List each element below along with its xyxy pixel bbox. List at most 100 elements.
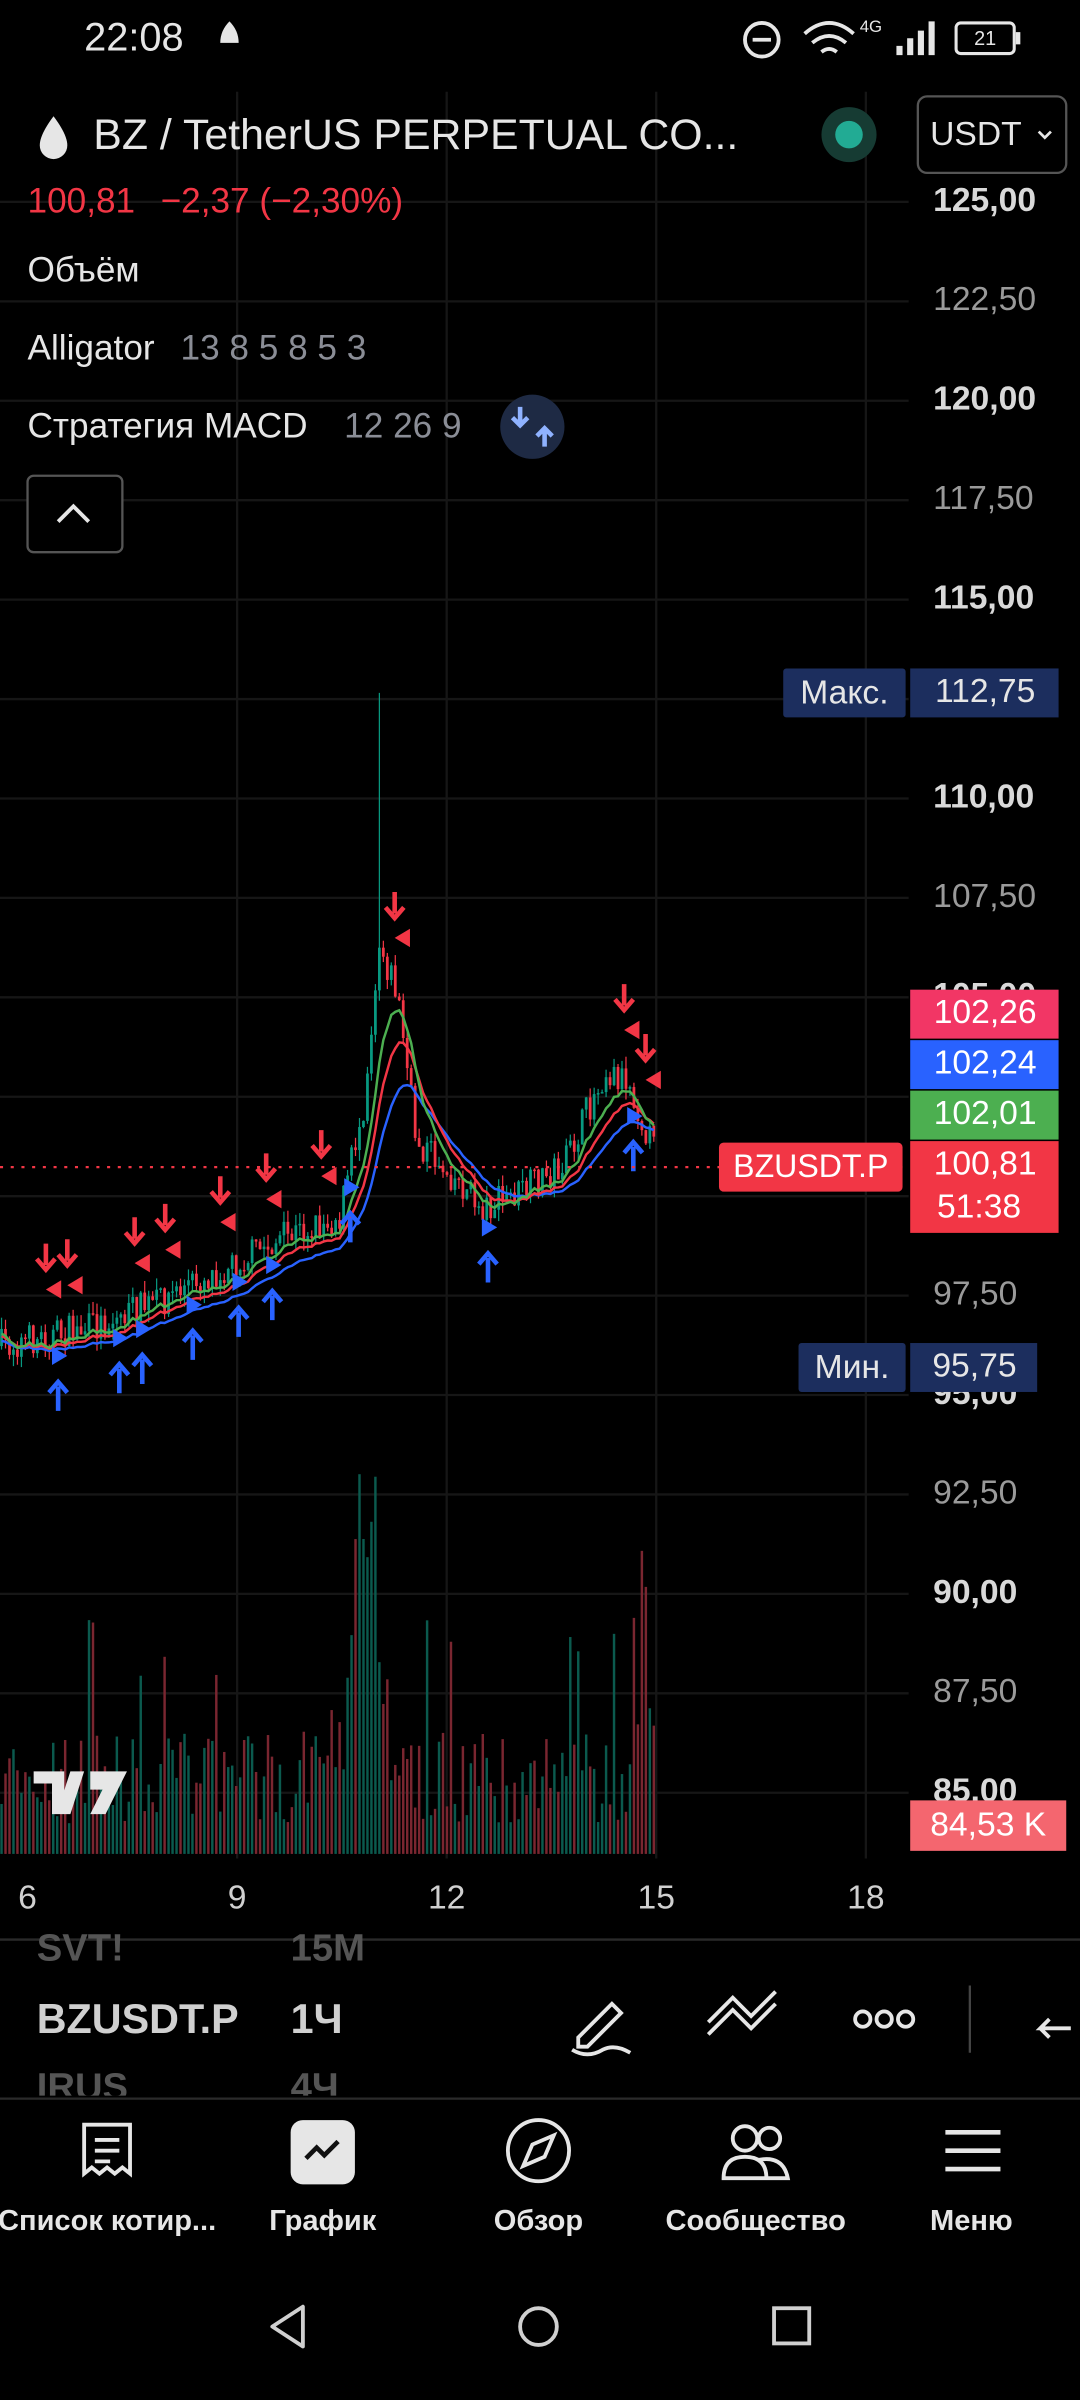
candle-body xyxy=(310,1236,314,1238)
candle-body xyxy=(572,1140,576,1152)
volume-bar xyxy=(99,1786,103,1854)
candle-body xyxy=(143,1292,147,1311)
candle-body xyxy=(218,1280,222,1287)
sell-marker xyxy=(45,1280,62,1299)
volume-bar xyxy=(425,1620,429,1854)
volume-bar xyxy=(4,1773,7,1854)
volume-bar xyxy=(290,1807,294,1854)
volume-bar xyxy=(521,1772,524,1854)
symbol-option[interactable]: IRUS xyxy=(37,2066,128,2109)
draw-tool[interactable] xyxy=(571,2001,632,2057)
indicator-name[interactable]: Объём xyxy=(28,251,140,290)
buy-signal xyxy=(131,1351,154,1385)
price-change: −2,37 (−2,30%) xyxy=(161,182,403,221)
volume-bar xyxy=(55,1816,59,1854)
candle-body xyxy=(91,1313,95,1315)
price-tick-label: 107,50 xyxy=(933,878,1036,915)
candle-body xyxy=(8,1339,11,1355)
last-tag-bg xyxy=(910,1141,1059,1233)
home-button[interactable] xyxy=(518,2306,559,2347)
last-price: 100,81 xyxy=(28,182,136,221)
volume-bar xyxy=(318,1756,321,1854)
volume-bar xyxy=(147,1784,150,1854)
indicator-name[interactable]: Alligator xyxy=(28,329,155,368)
explore-icon[interactable] xyxy=(505,2118,571,2184)
volume-bar xyxy=(298,1760,302,1854)
candle-body xyxy=(389,965,393,980)
price-tag: 102,26 xyxy=(934,994,1037,1031)
candle-body xyxy=(266,1246,270,1250)
candle-body xyxy=(199,1286,202,1293)
candles xyxy=(0,692,656,1368)
candle-body xyxy=(270,1249,274,1254)
recents-button[interactable] xyxy=(772,2306,812,2346)
interval-option[interactable]: 15М xyxy=(291,1926,365,1969)
sell-marker xyxy=(220,1213,236,1232)
candle-body xyxy=(183,1285,186,1296)
volume-bar xyxy=(652,1725,656,1854)
volume-bar xyxy=(67,1823,71,1854)
candle-body xyxy=(342,1185,345,1229)
symbol-option[interactable]: SVT! xyxy=(37,1926,124,1969)
volume-bar xyxy=(115,1736,119,1854)
candle-body xyxy=(318,1215,322,1237)
price-tag: 102,24 xyxy=(934,1045,1037,1082)
volume-bar xyxy=(608,1804,612,1854)
candle-body xyxy=(489,1197,493,1219)
candle-body xyxy=(624,1068,628,1089)
candle-body xyxy=(262,1246,266,1250)
symbol-title[interactable]: BZ / TetherUS PERPETUAL CO... xyxy=(93,111,738,159)
volume-bar xyxy=(91,1622,95,1854)
price-tick-label: 117,50 xyxy=(933,480,1033,517)
volume-bar xyxy=(481,1734,485,1854)
watchlist-icon[interactable] xyxy=(82,2122,132,2178)
buy-signal xyxy=(108,1360,131,1394)
candle-body xyxy=(258,1241,262,1250)
candle-body xyxy=(477,1206,481,1208)
symbol-selected[interactable]: BZUSDT.P xyxy=(37,1996,239,2042)
interval-selected[interactable]: 1Ч xyxy=(291,1996,343,2042)
currency-label[interactable]: USDT xyxy=(930,116,1022,153)
volume-bar xyxy=(195,1782,198,1854)
currency-button[interactable] xyxy=(916,95,1068,174)
volume-bar xyxy=(417,1745,421,1854)
back-button[interactable] xyxy=(270,2304,305,2349)
volume-bar xyxy=(36,1797,39,1854)
interval-option[interactable]: 4Ч xyxy=(291,2066,339,2109)
buy-marker xyxy=(52,1346,68,1366)
candle-body xyxy=(541,1168,544,1196)
volume-bar xyxy=(119,1775,123,1854)
volume-bar xyxy=(612,1633,616,1854)
candle-body xyxy=(123,1314,127,1324)
candle-body xyxy=(457,1178,461,1180)
volume-bar xyxy=(378,1662,381,1854)
more-button[interactable] xyxy=(853,2009,916,2029)
community-icon[interactable] xyxy=(721,2124,791,2181)
menu-icon[interactable] xyxy=(945,2130,1001,2172)
volume-bar xyxy=(12,1749,15,1854)
candle-body xyxy=(326,1223,330,1228)
volume-bar xyxy=(596,1822,600,1854)
candle-body xyxy=(652,1125,656,1137)
price-tick-label: 115,00 xyxy=(933,580,1034,617)
indicator-name[interactable]: Стратегия MACD xyxy=(28,407,308,446)
volume-bar xyxy=(457,1821,461,1854)
volume-bar xyxy=(405,1758,409,1854)
candle-body xyxy=(286,1221,290,1234)
volume-bar xyxy=(604,1745,608,1854)
buy-signal xyxy=(339,1209,362,1243)
candle-body xyxy=(238,1269,242,1276)
sell-signal xyxy=(634,1034,657,1064)
lines-tool[interactable] xyxy=(706,1990,777,2036)
last-tag-value: 100,81 xyxy=(934,1145,1037,1182)
strategy-icon xyxy=(510,406,554,447)
candle-body xyxy=(338,1220,341,1229)
volume-bar xyxy=(366,1557,369,1854)
nav-label: Список котир... xyxy=(0,2205,216,2237)
undo-button[interactable] xyxy=(1035,2017,1071,2039)
strategy-button[interactable] xyxy=(500,394,565,459)
battery-icon xyxy=(954,21,1016,56)
candle-body xyxy=(445,1172,449,1175)
collapse-button[interactable] xyxy=(26,474,124,554)
candle-body xyxy=(545,1168,548,1177)
